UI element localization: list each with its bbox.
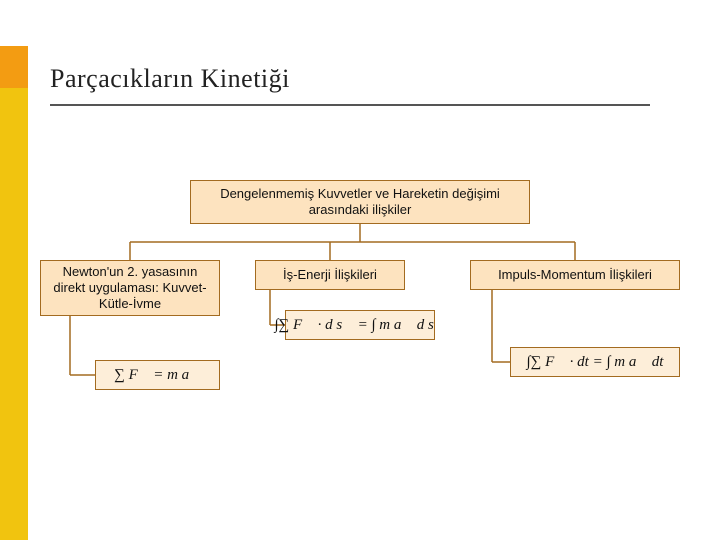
title-wrap: Parçacıkların Kinetiği [50, 64, 650, 106]
accent-strip [0, 46, 28, 540]
node-branch-1: Newton'un 2. yasasının direkt uygulaması… [40, 260, 220, 316]
node-formula-1: ∑ F⃗ = m a⃗ [95, 360, 220, 390]
accent-segment-orange [0, 46, 28, 88]
node-branch-2: İş-Enerji İlişkileri [255, 260, 405, 290]
node-branch-3: Impuls-Momentum İlişkileri [470, 260, 680, 290]
slide: Parçacıkların Kinetiği Dengelenmemiş Kuv… [0, 0, 720, 540]
page-title: Parçacıkların Kinetiği [50, 64, 650, 106]
node-formula-2: ∫∑ F⃗ · d s⃗ = ∫ m a⃗ d s⃗ [285, 310, 435, 340]
accent-segment-yellow [0, 88, 28, 540]
diagram: Dengelenmemiş Kuvvetler ve Hareketin değ… [40, 180, 680, 440]
accent-gap [0, 0, 28, 46]
node-formula-3: ∫∑ F⃗ · dt = ∫ m a⃗ dt [510, 347, 680, 377]
node-root: Dengelenmemiş Kuvvetler ve Hareketin değ… [190, 180, 530, 224]
